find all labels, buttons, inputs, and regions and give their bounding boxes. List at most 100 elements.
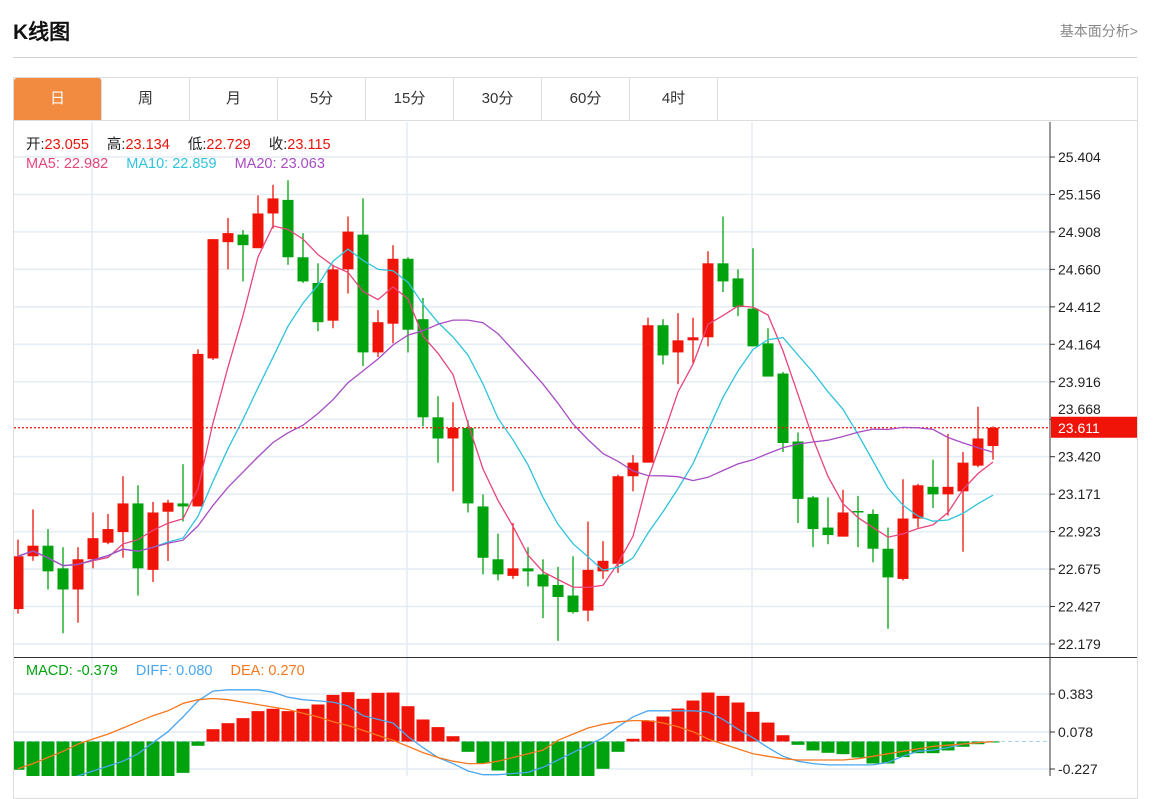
macd-bar: [14, 741, 25, 770]
low-value: 22.729: [206, 137, 251, 153]
low-label: 低:: [187, 137, 207, 153]
macd-bar: [191, 741, 205, 746]
candle-up: [147, 512, 159, 570]
macd-bar: [671, 708, 685, 742]
macd-tick-label: -0.227: [1058, 761, 1098, 776]
candle-down: [417, 319, 429, 418]
candle-down: [927, 486, 939, 495]
price-tick-label: 23.420: [1058, 449, 1101, 465]
macd-value: MACD: -0.379: [26, 663, 118, 679]
macd-legend: MACD: -0.379 DIFF: 0.080 DEA: 0.270: [26, 663, 305, 679]
candle-up: [327, 269, 339, 321]
macd-bar: [596, 741, 610, 769]
diff-line: [76, 689, 994, 776]
ma5-legend: MA5: 22.982: [26, 156, 109, 172]
candle-down: [732, 278, 744, 308]
macd-bar: [26, 741, 40, 776]
close-value: 23.115: [287, 137, 331, 153]
macd-bar: [506, 741, 520, 776]
macd-bar: [266, 708, 280, 742]
tab-30min[interactable]: 30分: [454, 78, 542, 120]
kline-chart[interactable]: 25.404 25.156 24.908 24.660 24.412 24.164 23.9…: [0, 0, 1158, 776]
price-tick-label: 24.164: [1058, 336, 1101, 352]
candle-up: [72, 559, 84, 590]
macd-bar: [356, 698, 370, 742]
candle-up: [14, 556, 24, 610]
candle-down: [717, 263, 729, 282]
price-tick-label: 24.660: [1058, 261, 1101, 277]
fundamental-analysis-link[interactable]: 基本面分析>: [1059, 23, 1138, 39]
price-tick-label: 23.916: [1058, 374, 1101, 390]
candle-up: [702, 263, 714, 338]
ohlc-legend: 开:23.055 高:23.134 低:22.729 收:23.115: [26, 133, 345, 154]
macd-bar: [101, 741, 115, 776]
price-tick-label: 22.427: [1058, 599, 1101, 615]
macd-bar: [41, 741, 55, 776]
open-label: 开:: [26, 137, 45, 153]
price-tick-label: 22.923: [1058, 524, 1101, 540]
tab-5min[interactable]: 5分: [278, 78, 366, 120]
candle-up: [687, 337, 699, 341]
tab-week[interactable]: 周: [102, 78, 190, 120]
macd-bar: [476, 741, 490, 764]
candle-down: [747, 308, 759, 347]
macd-bar: [776, 735, 790, 742]
tab-60min[interactable]: 60分: [542, 78, 630, 120]
tab-15min[interactable]: 15分: [366, 78, 454, 120]
last-price-label: 23.611: [1058, 420, 1100, 436]
candle-down: [177, 503, 189, 507]
candle-down: [657, 325, 669, 356]
candle-up: [447, 427, 459, 439]
tab-4hour[interactable]: 4时: [630, 78, 718, 120]
macd-bar: [431, 727, 445, 742]
candle-down: [57, 568, 69, 590]
macd-bar: [491, 741, 505, 771]
candle-up: [627, 462, 639, 477]
macd-bar: [821, 741, 835, 753]
macd-bar: [941, 741, 955, 751]
candle-up: [192, 353, 204, 507]
period-tabs: 日 周 月 5分 15分 30分 60分 4时: [14, 78, 1137, 121]
candle-up: [507, 568, 519, 576]
macd-bar: [911, 741, 925, 754]
candle-down: [357, 234, 369, 353]
macd-bar: [386, 692, 400, 742]
candle-up: [117, 503, 129, 533]
candle-up: [642, 325, 654, 463]
candle-down: [552, 584, 564, 598]
macd-bar: [701, 692, 715, 742]
header-divider: [13, 57, 1137, 58]
macd-bar: [311, 704, 325, 742]
price-tick-label: 23.668: [1058, 401, 1101, 417]
macd-bar: [536, 741, 550, 776]
open-value: 23.055: [44, 137, 89, 153]
macd-bar: [626, 738, 640, 742]
macd-bar: [881, 741, 895, 764]
macd-bar: [611, 741, 625, 752]
candle-down: [537, 574, 549, 587]
candle-up: [87, 538, 99, 560]
candle-down: [492, 559, 504, 575]
candle-down: [132, 503, 144, 569]
price-tick-label: 24.908: [1058, 224, 1101, 240]
candle-up: [957, 462, 969, 492]
candle-down: [777, 373, 789, 444]
candle-down: [567, 595, 579, 613]
candle-down: [867, 513, 879, 549]
price-tick-label: 25.404: [1058, 149, 1101, 165]
price-tick-label: 22.675: [1058, 561, 1101, 577]
candle-up: [942, 486, 954, 495]
candle-up: [207, 239, 219, 359]
macd-bar: [176, 741, 190, 773]
macd-bar: [161, 741, 175, 776]
candle-up: [612, 476, 624, 564]
candle-up: [987, 427, 999, 447]
tab-day[interactable]: 日: [14, 78, 102, 120]
macd-bar: [116, 741, 130, 776]
candle-up: [252, 213, 264, 249]
ma5-line: [17, 225, 994, 589]
ma-legend: MA5: 22.982 MA10: 22.859 MA20: 23.063: [26, 156, 325, 172]
candle-up: [912, 485, 924, 519]
tab-month[interactable]: 月: [190, 78, 278, 120]
macd-bar: [326, 694, 340, 742]
